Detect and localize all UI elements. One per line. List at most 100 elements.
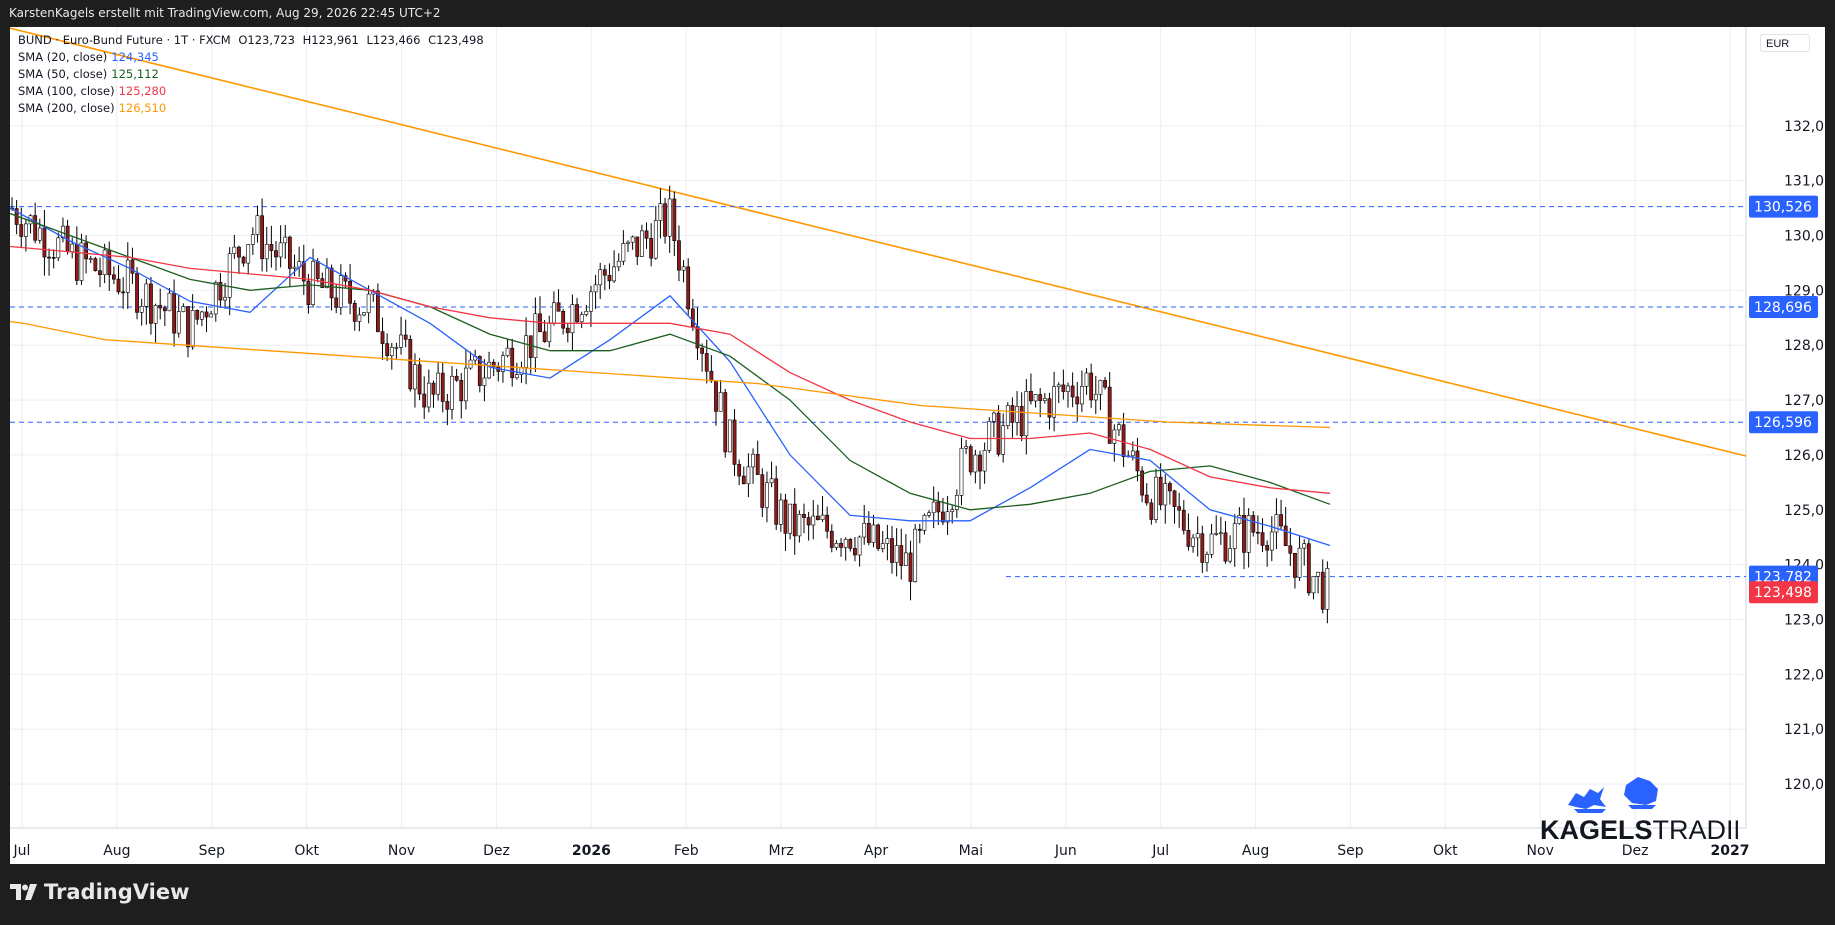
candle-body — [658, 203, 663, 221]
candle-body — [1107, 386, 1112, 444]
candle-body — [954, 495, 959, 510]
candle-body — [667, 198, 672, 237]
candle-body — [1274, 514, 1279, 533]
currency-label[interactable]: EUR — [1760, 34, 1810, 52]
candle-body — [1306, 543, 1311, 594]
candle-body — [760, 474, 765, 508]
chart-area[interactable]: 132,000 131,000 130,000 129,000 128,000 127,0… — [10, 27, 1825, 864]
candle-body — [139, 306, 144, 313]
candle-body — [93, 258, 98, 271]
candle-body — [820, 514, 825, 520]
candle-body — [528, 335, 533, 358]
candle-body — [255, 215, 260, 235]
candle-body — [802, 514, 806, 518]
candle-body — [1200, 533, 1205, 563]
candle-body — [917, 528, 922, 531]
candle-body — [890, 538, 894, 563]
candle-body — [1316, 571, 1321, 577]
x-tick-label: Okt — [1433, 843, 1458, 859]
y-tick-label: 125,000 — [1784, 503, 1825, 519]
legend-sma200[interactable]: SMA (200, close) 126,510 — [18, 100, 488, 117]
candle-body — [389, 346, 394, 356]
candle-body — [551, 302, 556, 324]
legend-sma100[interactable]: SMA (100, close) 125,280 — [18, 83, 488, 100]
candle-body — [1075, 396, 1080, 405]
candle-body — [116, 278, 121, 293]
candle-body — [964, 446, 969, 449]
candle-body — [501, 355, 505, 372]
candle-body — [1015, 406, 1019, 423]
candle-body — [403, 334, 408, 340]
candle-body — [158, 305, 163, 309]
candle-body — [1232, 523, 1237, 549]
y-tick-label: 131,000 — [1784, 174, 1825, 190]
candle-body — [102, 249, 107, 275]
candle-body — [218, 281, 223, 301]
candle-body — [37, 227, 42, 241]
candle-body — [723, 392, 728, 453]
candle-body — [973, 454, 978, 473]
x-tick-label: Jun — [1054, 843, 1077, 859]
x-tick-label: Sep — [199, 843, 226, 859]
legend-symbol-row: BUND · Euro-Bund Future · 1T · FXCM O123… — [18, 32, 488, 49]
candle-body — [190, 310, 195, 348]
sma50-value: 125,112 — [111, 67, 159, 81]
candle-body — [815, 515, 820, 520]
candle-body — [950, 509, 955, 512]
candle-body — [23, 223, 28, 237]
candle-body — [1052, 386, 1057, 418]
legend-sma50[interactable]: SMA (50, close) 125,112 — [18, 66, 488, 83]
candle-body — [927, 512, 931, 516]
candle-body — [788, 503, 793, 534]
x-tick-label: Jul — [1151, 843, 1169, 859]
candle-body — [1149, 502, 1154, 520]
candle-body — [1255, 531, 1260, 534]
candle-body — [598, 269, 603, 286]
candle-body — [811, 515, 816, 526]
candle-body — [1140, 470, 1145, 496]
candle-body — [1079, 386, 1084, 405]
sma20-label: SMA (20, close) — [18, 50, 108, 64]
x-tick-label: Sep — [1337, 843, 1364, 859]
tradingview-footer[interactable]: TradingView — [10, 880, 189, 904]
candle-body — [978, 454, 982, 472]
candle-body — [491, 361, 496, 368]
candle-body — [1038, 394, 1043, 401]
x-tick-label: Apr — [864, 843, 888, 859]
last-price-label: 123,498 — [1754, 585, 1812, 601]
candle-body — [621, 243, 626, 262]
candle-body — [737, 464, 742, 477]
candle-body — [1103, 380, 1107, 388]
trendline — [10, 27, 1747, 457]
candle-body — [436, 372, 441, 395]
candle-body — [1181, 509, 1186, 531]
sma20-value: 124,345 — [111, 50, 159, 64]
chart-svg[interactable]: 132,000 131,000 130,000 129,000 128,000 127,0… — [10, 27, 1825, 864]
candle-body — [1186, 529, 1191, 547]
last-price-tag — [1749, 581, 1818, 604]
candle-body — [959, 447, 964, 496]
candle-body — [422, 393, 427, 408]
candle-body — [1288, 545, 1293, 554]
candle-body — [47, 256, 51, 259]
level-price-tag — [1749, 411, 1818, 434]
candle-body — [320, 278, 325, 288]
candle-body — [111, 274, 116, 280]
candle-body — [1177, 506, 1182, 511]
y-tick-label: 130,000 — [1784, 228, 1825, 244]
candle-body — [1191, 537, 1195, 547]
candle-body — [209, 313, 214, 318]
candle-body — [1005, 405, 1010, 426]
legend-sma20[interactable]: SMA (20, close) 124,345 — [18, 49, 488, 66]
x-tick-label: Aug — [103, 843, 130, 859]
candle-body — [380, 331, 385, 344]
candle-body — [348, 280, 353, 304]
level-price-tag — [1749, 195, 1818, 218]
candle-body — [149, 283, 153, 324]
candle-body — [357, 314, 362, 322]
candle-body — [732, 419, 737, 465]
candle-body — [176, 311, 181, 334]
candle-body — [672, 198, 677, 241]
candle-body — [769, 478, 774, 484]
candle-body — [751, 453, 755, 468]
